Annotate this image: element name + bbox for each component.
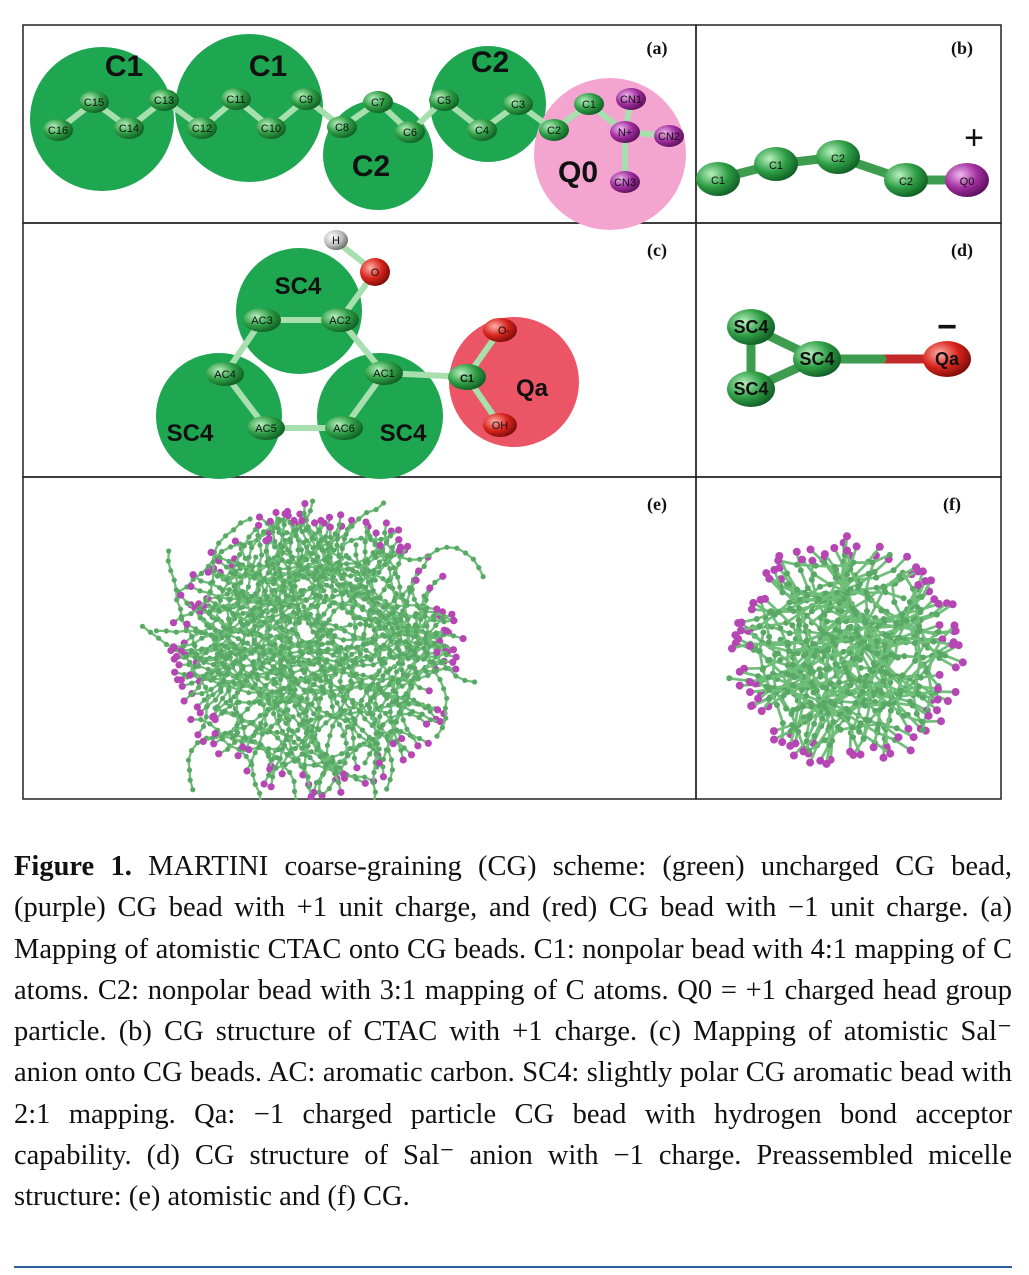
atom-label: CN3 bbox=[614, 177, 636, 189]
atom-label: C5 bbox=[437, 95, 451, 107]
bead-region-sc4-top bbox=[236, 248, 362, 374]
cg-micelle bbox=[726, 532, 967, 768]
bead-region-qa bbox=[449, 317, 579, 447]
charge-minus-sign: − bbox=[937, 308, 957, 346]
bead-label: C2 bbox=[831, 153, 845, 165]
panel-f: (f) bbox=[726, 494, 967, 768]
panel-b: C1 C1 C2 C2 Q0 + (b) bbox=[696, 38, 989, 197]
atom-label: C3 bbox=[511, 99, 525, 111]
bead-region-sc4-left bbox=[156, 353, 282, 479]
panel-letter-e: (e) bbox=[647, 494, 667, 515]
panel-letter-f: (f) bbox=[943, 494, 961, 515]
figure-1: C16 C15 C14 C13 C12 C11 C10 C9 C8 C7 C6 … bbox=[22, 24, 1002, 800]
atom-label: AC6 bbox=[333, 423, 354, 435]
bead-label: Qa bbox=[516, 375, 549, 402]
panel-letter-d: (d) bbox=[951, 240, 973, 261]
bead-label: SC4 bbox=[733, 379, 768, 399]
panel-a: C16 C15 C14 C13 C12 C11 C10 C9 C8 C7 C6 … bbox=[30, 34, 686, 230]
caption-label: Figure 1. bbox=[14, 851, 132, 882]
figure-canvas: C16 C15 C14 C13 C12 C11 C10 C9 C8 C7 C6 … bbox=[22, 24, 1002, 800]
atom-label: C10 bbox=[261, 123, 281, 135]
charge-plus-sign: + bbox=[964, 119, 984, 157]
bead-label: C1 bbox=[249, 50, 287, 83]
atom-label: C1 bbox=[460, 373, 474, 385]
bead-label: C2 bbox=[899, 176, 913, 188]
panel-letter-a: (a) bbox=[647, 38, 668, 59]
bead-region-sc4-right bbox=[317, 353, 443, 479]
panel-letter-c: (c) bbox=[647, 240, 667, 261]
bead-label: Qa bbox=[935, 349, 960, 369]
atoms-a bbox=[43, 88, 684, 193]
atom-labels-a: C16 C15 C14 C13 C12 C11 C10 C9 C8 C7 C6 … bbox=[48, 94, 680, 189]
bead-label: SC4 bbox=[380, 420, 427, 447]
bead-region-c2-right bbox=[430, 46, 546, 162]
atom-label: AC5 bbox=[255, 423, 276, 435]
atom-label: C7 bbox=[371, 97, 385, 109]
panel-e: (e) bbox=[139, 494, 667, 800]
panel-letter-b: (b) bbox=[951, 38, 973, 59]
bead-label: C1 bbox=[105, 50, 143, 83]
atom-label: O- bbox=[498, 325, 511, 337]
bead-label: SC4 bbox=[799, 349, 834, 369]
atom-label: C11 bbox=[226, 94, 245, 106]
atom-label: N+ bbox=[618, 127, 632, 139]
atom-label: C16 bbox=[48, 125, 68, 137]
atom-label: C13 bbox=[154, 95, 174, 107]
bead-region-q0 bbox=[534, 78, 686, 230]
atom-label: O bbox=[371, 267, 380, 279]
atom-label: C1 bbox=[582, 99, 596, 111]
bead-label: C2 bbox=[471, 46, 509, 79]
bead-label: C1 bbox=[711, 175, 725, 187]
atom-label: C6 bbox=[403, 127, 417, 139]
bead-label: Q0 bbox=[558, 156, 598, 189]
atom-label: C15 bbox=[84, 97, 104, 109]
atom-label: H bbox=[332, 235, 340, 247]
atom-label: AC3 bbox=[251, 315, 272, 327]
atom-label: C4 bbox=[475, 125, 489, 137]
panel-grid bbox=[22, 24, 1002, 800]
bead-label: SC4 bbox=[733, 317, 768, 337]
figure-caption: Figure 1. MARTINI coarse-graining (CG) s… bbox=[14, 846, 1012, 1218]
atom-label: CN2 bbox=[658, 131, 680, 143]
atom-label: AC2 bbox=[329, 315, 350, 327]
bead-label: SC4 bbox=[275, 273, 322, 300]
panel-d: SC4 SC4 SC4 Qa − (d) bbox=[727, 240, 973, 407]
bead-label: C2 bbox=[352, 150, 390, 183]
atom-label: C8 bbox=[335, 122, 349, 134]
bead-label: SC4 bbox=[167, 420, 214, 447]
bead-label: Q0 bbox=[960, 176, 975, 188]
atom-label: OH bbox=[492, 420, 509, 432]
atom-label: C2 bbox=[547, 125, 561, 137]
atom-label: C14 bbox=[119, 123, 139, 135]
bead-label: C1 bbox=[769, 160, 783, 172]
atom-label: C9 bbox=[299, 94, 313, 106]
bead-labels-a: C1 C1 C2 C2 Q0 bbox=[105, 46, 598, 189]
atomistic-micelle bbox=[139, 498, 486, 800]
atom-label: CN1 bbox=[620, 94, 642, 106]
caption-text: MARTINI coarse-graining (CG) scheme: (gr… bbox=[14, 851, 1013, 1213]
bottom-rule bbox=[14, 1266, 1012, 1268]
atom-label: AC1 bbox=[373, 368, 394, 380]
atom-label: AC4 bbox=[214, 369, 235, 381]
panel-c: H O AC3 AC2 AC4 AC1 AC5 AC6 C1 O- OH SC4… bbox=[156, 230, 667, 479]
bead-region-c1-left bbox=[30, 47, 174, 191]
atom-label: C12 bbox=[192, 123, 212, 135]
